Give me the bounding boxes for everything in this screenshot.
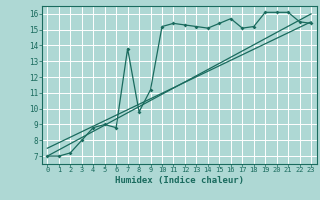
X-axis label: Humidex (Indice chaleur): Humidex (Indice chaleur) [115,176,244,185]
